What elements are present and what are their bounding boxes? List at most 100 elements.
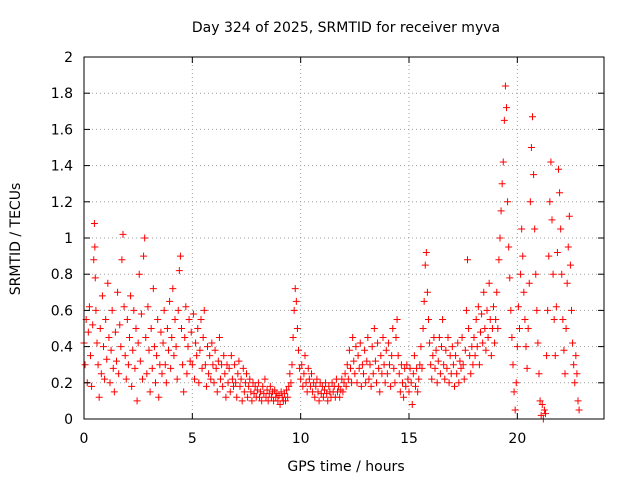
data-point — [435, 334, 443, 342]
data-point — [265, 390, 273, 398]
data-point — [228, 375, 236, 383]
data-point — [551, 352, 559, 360]
data-point — [145, 346, 153, 354]
y-tick-label: 1.8 — [51, 86, 73, 102]
data-point — [519, 252, 527, 260]
data-point — [477, 328, 484, 336]
data-point — [429, 352, 437, 360]
data-point — [538, 401, 546, 409]
data-point — [530, 171, 538, 179]
data-point — [449, 361, 457, 369]
data-point — [547, 158, 555, 166]
data-point — [520, 288, 528, 296]
data-point — [512, 379, 520, 387]
data-point — [163, 325, 171, 332]
y-tick-label: 0 — [64, 412, 73, 428]
data-point — [301, 352, 309, 360]
data-point — [533, 306, 541, 314]
data-point — [188, 361, 196, 369]
data-point — [96, 325, 104, 332]
data-point — [191, 375, 198, 383]
data-point — [431, 364, 439, 372]
data-point — [493, 288, 501, 296]
data-point — [89, 321, 97, 329]
data-point — [209, 361, 217, 369]
data-point — [280, 390, 288, 398]
data-point — [394, 352, 402, 360]
data-point — [276, 401, 284, 409]
data-point — [339, 388, 347, 396]
y-tick-label: 1 — [64, 231, 73, 247]
data-point — [223, 361, 231, 369]
data-point — [498, 180, 506, 188]
data-point — [438, 343, 445, 351]
data-point — [360, 370, 367, 378]
data-point — [418, 364, 426, 372]
data-point — [315, 397, 323, 405]
data-point — [162, 379, 170, 387]
data-point — [192, 339, 200, 347]
data-point — [479, 339, 487, 347]
data-point — [201, 361, 209, 369]
data-point — [531, 225, 539, 233]
data-point — [497, 207, 505, 215]
data-point — [154, 315, 162, 323]
data-point — [259, 382, 267, 390]
data-point — [414, 388, 422, 396]
data-point — [324, 397, 332, 405]
data-point — [126, 334, 133, 342]
data-point — [174, 306, 182, 314]
data-point — [134, 339, 142, 347]
data-point — [258, 397, 266, 405]
data-point — [455, 379, 463, 387]
data-point — [546, 198, 554, 206]
data-point — [545, 252, 553, 260]
data-point — [556, 189, 564, 197]
data-point — [95, 393, 103, 401]
data-point — [323, 390, 331, 398]
data-point — [490, 303, 497, 311]
data-point — [370, 325, 378, 332]
data-point — [561, 370, 569, 378]
data-point — [492, 315, 500, 323]
data-point — [240, 388, 248, 396]
data-point — [345, 346, 353, 354]
data-point — [144, 303, 152, 311]
data-point — [168, 334, 176, 342]
data-point — [390, 364, 398, 372]
data-point — [405, 388, 413, 396]
data-point — [120, 303, 128, 311]
data-point — [176, 252, 184, 260]
data-point — [181, 334, 189, 342]
data-point — [214, 357, 222, 365]
data-point — [104, 279, 112, 287]
data-point — [560, 346, 568, 354]
data-point — [443, 364, 451, 372]
data-point — [239, 364, 247, 372]
data-point — [123, 315, 131, 323]
data-point — [293, 325, 301, 332]
data-point — [460, 375, 468, 383]
data-point — [478, 310, 486, 318]
data-point — [231, 361, 239, 369]
data-point — [204, 343, 211, 351]
data-point — [314, 388, 322, 396]
data-point — [237, 375, 245, 383]
data-point — [298, 361, 306, 369]
data-point — [119, 230, 127, 238]
data-point — [210, 379, 218, 387]
data-point — [473, 343, 481, 351]
data-point — [369, 370, 377, 378]
data-point — [420, 297, 428, 305]
data-point — [165, 346, 172, 354]
data-point — [211, 346, 219, 354]
data-point — [92, 306, 100, 314]
data-point — [147, 325, 155, 332]
data-point — [427, 361, 435, 369]
y-tick-label: 1.2 — [51, 195, 73, 211]
data-point — [457, 364, 465, 372]
data-point — [381, 379, 389, 387]
data-point — [157, 328, 165, 336]
data-point — [266, 382, 274, 390]
data-point — [91, 274, 99, 282]
